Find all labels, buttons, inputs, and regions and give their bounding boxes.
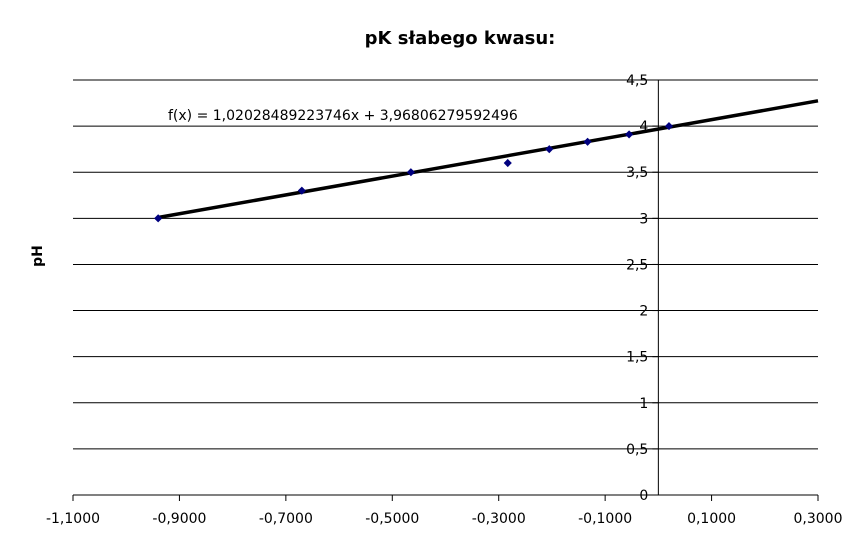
x-tick-label: -1,1000 <box>46 511 100 527</box>
data-point <box>545 145 554 154</box>
y-tick-label: 2 <box>639 304 648 320</box>
y-tick-label: 2,5 <box>626 257 648 273</box>
data-point <box>154 214 163 223</box>
trendline <box>157 99 819 220</box>
x-tick-label: -0,9000 <box>152 511 206 527</box>
y-tick-label: 4,5 <box>626 73 648 89</box>
data-point <box>583 137 592 146</box>
data-point <box>503 158 512 168</box>
y-tick-label: 0 <box>639 488 648 504</box>
data-point <box>297 186 306 195</box>
data-point <box>664 122 674 131</box>
x-tick-label: -0,7000 <box>259 511 313 527</box>
y-tick-label: 0,5 <box>626 442 648 458</box>
axis-layer <box>72 79 819 501</box>
y-tick-label: 3 <box>639 211 648 227</box>
trendline-layer <box>157 99 819 220</box>
x-tick-label: 0,3000 <box>794 511 843 527</box>
data-point-layer <box>154 122 674 223</box>
x-tick-label: -0,5000 <box>365 511 419 527</box>
grid-layer <box>73 79 818 450</box>
y-tick-label: 1 <box>639 396 648 412</box>
data-point <box>625 130 634 139</box>
tick-label-layer: 0 0,5 1 1,5 2 2,5 3 3,5 4 4,5 -1,1000 -0,9000 -0,700… <box>46 73 843 527</box>
y-tick-label: 1,5 <box>626 350 648 366</box>
x-tick-label: -0,1000 <box>578 511 632 527</box>
trendline-equation: f(x) = 1,02028489223746x + 3,96806279592… <box>168 108 518 124</box>
y-tick-label: 3,5 <box>626 165 648 181</box>
data-point <box>406 168 415 177</box>
x-tick-label: 0,1000 <box>687 511 736 527</box>
y-tick-label: 4 <box>639 119 648 135</box>
x-tick-label: -0,3000 <box>472 511 526 527</box>
y-axis-label: pH <box>30 245 46 267</box>
chart-title: pK słabego kwasu: <box>365 28 556 49</box>
